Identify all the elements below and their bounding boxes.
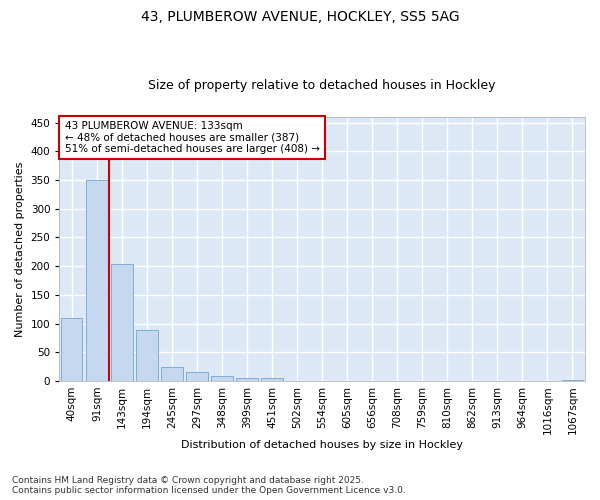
- X-axis label: Distribution of detached houses by size in Hockley: Distribution of detached houses by size …: [181, 440, 463, 450]
- Y-axis label: Number of detached properties: Number of detached properties: [15, 161, 25, 336]
- Bar: [187, 372, 208, 381]
- Text: Contains HM Land Registry data © Crown copyright and database right 2025.
Contai: Contains HM Land Registry data © Crown c…: [12, 476, 406, 495]
- Bar: [161, 367, 182, 381]
- Bar: [111, 264, 133, 381]
- Bar: [562, 380, 583, 381]
- Title: Size of property relative to detached houses in Hockley: Size of property relative to detached ho…: [148, 79, 496, 92]
- Bar: [262, 378, 283, 381]
- Text: 43 PLUMBEROW AVENUE: 133sqm
← 48% of detached houses are smaller (387)
51% of se: 43 PLUMBEROW AVENUE: 133sqm ← 48% of det…: [65, 120, 320, 154]
- Bar: [61, 318, 82, 381]
- Bar: [86, 180, 107, 381]
- Bar: [211, 376, 233, 381]
- Bar: [136, 330, 158, 381]
- Bar: [236, 378, 258, 381]
- Text: 43, PLUMBEROW AVENUE, HOCKLEY, SS5 5AG: 43, PLUMBEROW AVENUE, HOCKLEY, SS5 5AG: [140, 10, 460, 24]
